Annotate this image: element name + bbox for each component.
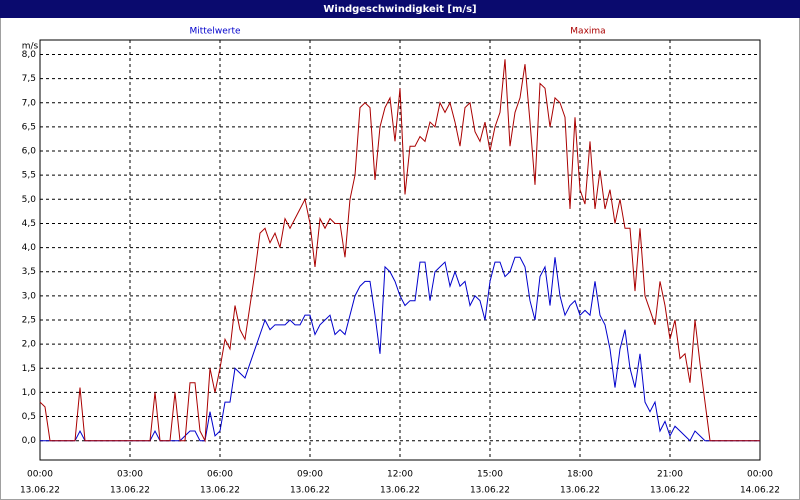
x-tick-date: 13.06.22	[200, 486, 240, 496]
chart-title: Windgeschwindigkeit [m/s]	[323, 4, 476, 15]
x-tick-label: 15:00	[477, 470, 503, 480]
x-tick-label: 12:00	[387, 470, 413, 480]
x-tick-date: 13.06.22	[110, 486, 150, 496]
y-tick-label: 7,0	[22, 98, 37, 108]
legend-entry: Maxima	[570, 27, 605, 37]
x-tick-label: 18:00	[567, 470, 593, 480]
x-tick-date: 14.06.22	[740, 486, 780, 496]
y-tick-label: 4,5	[22, 219, 36, 229]
y-tick-label: 6,0	[22, 147, 37, 157]
x-tick-date: 13.06.22	[650, 486, 690, 496]
x-tick-date: 13.06.22	[470, 486, 510, 496]
x-tick-date: 13.06.22	[290, 486, 330, 496]
y-tick-label: 0,5	[22, 412, 36, 422]
y-tick-label: 3,5	[22, 267, 36, 277]
x-tick-label: 09:00	[297, 470, 323, 480]
legend-entry: Mittelwerte	[189, 27, 240, 37]
y-tick-label: 4,0	[22, 243, 37, 253]
y-tick-label: 1,0	[22, 388, 37, 398]
title-bar	[0, 0, 800, 18]
y-tick-label: 6,5	[22, 122, 36, 132]
x-tick-date: 13.06.22	[20, 486, 60, 496]
x-tick-label: 03:00	[117, 470, 143, 480]
x-tick-date: 13.06.22	[380, 486, 420, 496]
y-tick-label: 5,5	[22, 171, 36, 181]
data-line	[39, 59, 760, 443]
y-tick-label: 3,0	[22, 291, 37, 301]
y-tick-label: 8,0	[22, 50, 37, 60]
y-tick-label: 0,0	[22, 436, 37, 446]
y-tick-label: 1,5	[22, 364, 36, 374]
x-tick-date: 13.06.22	[560, 486, 600, 496]
x-tick-label: 00:00	[27, 470, 53, 480]
y-unit: m/s	[22, 42, 39, 52]
y-tick-label: 2,5	[22, 316, 36, 326]
y-tick-label: 5,0	[22, 195, 37, 205]
y-tick-label: 2,0	[22, 340, 37, 350]
x-tick-label: 00:00	[747, 470, 773, 480]
x-tick-label: 21:00	[657, 470, 683, 480]
x-tick-label: 06:00	[207, 470, 233, 480]
y-tick-label: 7,5	[22, 74, 36, 84]
